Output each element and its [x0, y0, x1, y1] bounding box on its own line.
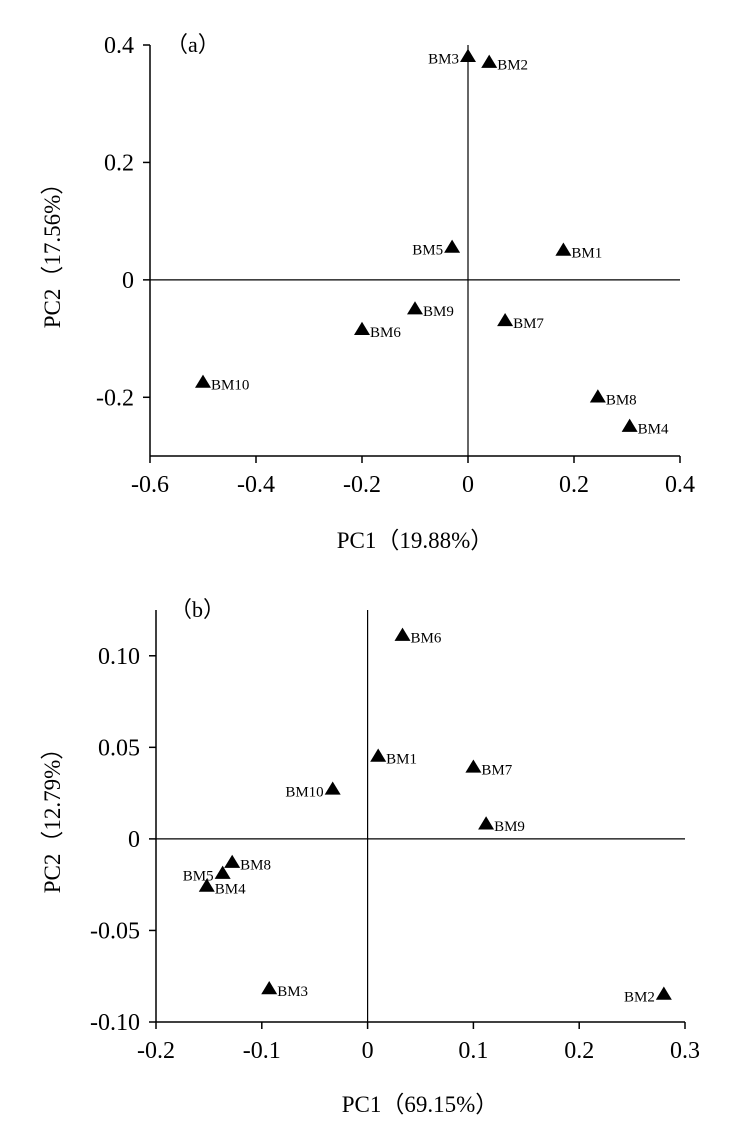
- panel-b-point-bm8: [224, 854, 241, 868]
- panel-a-point-bm9: [407, 301, 423, 315]
- panel-a-panel-label: （a）: [166, 32, 220, 57]
- panel-b-point-bm10: [324, 781, 341, 795]
- panel-b-y-tick-label: 0.05: [98, 735, 140, 761]
- panel-b-point-label-bm8: BM8: [240, 858, 271, 874]
- panel-b-point-bm9: [478, 816, 495, 830]
- panel-b-point-label-bm4: BM4: [215, 881, 246, 897]
- panel-b-x-tick-label: 0.3: [670, 1038, 700, 1064]
- panel-a-point-bm3: [460, 48, 476, 62]
- panel-a-point-label-bm3: BM3: [428, 52, 459, 68]
- panel-b-x-tick-label: 0: [362, 1038, 374, 1064]
- panel-a-point-bm8: [589, 389, 606, 403]
- panel-a-point-bm6: [354, 321, 370, 335]
- panel-a-point-bm5: [444, 239, 461, 253]
- panel-b-x-tick-label: -0.1: [243, 1038, 281, 1064]
- panel-b-y-tick-label: 0.10: [98, 644, 140, 670]
- panel-b-scatter-plot: -0.2 -0.1 0 0.1 0.2 0.30.100.050-0.05-0.10PC1…: [40, 597, 700, 1117]
- panel-b-point-label-bm3: BM3: [277, 984, 308, 1000]
- panel-a-scatter-plot: -0.6 -0.4 -0.2 0 0.2 0.4 0.4 0.2 0 -0.2 PC1（19.88%…: [40, 32, 695, 553]
- panel-b-point-bm5: [214, 865, 231, 879]
- panel-b-point-label-bm1: BM1: [386, 751, 417, 767]
- panel-b-x-tick-label: -0.2: [137, 1038, 175, 1064]
- panel-a-point-bm1: [555, 242, 572, 256]
- panel-a-point-bm10: [195, 374, 211, 388]
- panel-a-y-tick-label: 0.2: [104, 150, 134, 176]
- panel-a-x-tick-label: -0.2: [343, 472, 381, 498]
- panel-a-point-label-bm10: BM10: [211, 378, 249, 394]
- panel-a-point-bm4: [621, 418, 638, 432]
- panel-b-point-label-bm6: BM6: [411, 631, 442, 647]
- panel-a-x-tick-label: 0.4: [665, 472, 695, 498]
- panel-a-point-label-bm1: BM1: [571, 246, 602, 262]
- panel-b-point-bm3: [261, 981, 278, 995]
- panel-a-point-label-bm8: BM8: [606, 392, 637, 408]
- panel-a-point-label-bm6: BM6: [370, 325, 401, 341]
- panel-a-x-tick-label: -0.6: [131, 472, 169, 498]
- panel-a-x-tick-label: 0: [462, 472, 474, 498]
- panel-a-y-tick-label: -0.2: [96, 385, 134, 411]
- panel-b-y-tick-label: -0.05: [90, 918, 140, 944]
- panel-a-point-label-bm9: BM9: [423, 304, 454, 320]
- panel-b-y-tick-label: 0: [128, 827, 140, 853]
- panel-b-x-axis-title: PC1（69.15%）: [342, 1092, 499, 1117]
- panel-a-point-label-bm2: BM2: [497, 58, 528, 74]
- panel-b-x-tick-label: 0.1: [458, 1038, 488, 1064]
- panel-a-point-label-bm4: BM4: [638, 422, 669, 438]
- panel-b-point-bm2: [655, 986, 672, 1000]
- panel-a-y-axis-title: PC2（17.56%）: [40, 172, 65, 329]
- panel-a-point-label-bm5: BM5: [412, 243, 443, 259]
- panel-a-x-tick-label: 0.2: [559, 472, 589, 498]
- panel-a-x-tick-label: -0.4: [237, 472, 275, 498]
- panel-b-point-bm7: [465, 759, 482, 773]
- panel-b-point-bm1: [370, 748, 387, 762]
- panel-a-y-tick-label: 0.4: [104, 33, 134, 59]
- panel-a-point-bm7: [497, 312, 514, 327]
- panel-b-point-label-bm5: BM5: [183, 869, 214, 885]
- panel-b-y-tick-label: -0.10: [90, 1010, 140, 1036]
- panel-b-point-bm6: [394, 627, 411, 641]
- panel-b-point-label-bm7: BM7: [481, 762, 512, 778]
- panel-a-y-tick-label: 0: [122, 268, 134, 294]
- panel-b-y-axis-title: PC2（12.79%）: [40, 737, 65, 894]
- panel-b-panel-label: （b）: [170, 597, 225, 622]
- panel-a-x-axis-title: PC1（19.88%）: [337, 528, 494, 553]
- panel-a-point-label-bm7: BM7: [513, 316, 544, 332]
- panel-b-x-tick-label: 0.2: [564, 1038, 594, 1064]
- panel-a-point-bm2: [481, 54, 498, 68]
- panel-b-point-bm4: [198, 878, 215, 892]
- panel-b-point-label-bm10: BM10: [285, 784, 323, 800]
- panel-b-point-label-bm2: BM2: [624, 990, 655, 1006]
- panel-b-point-label-bm9: BM9: [494, 819, 525, 835]
